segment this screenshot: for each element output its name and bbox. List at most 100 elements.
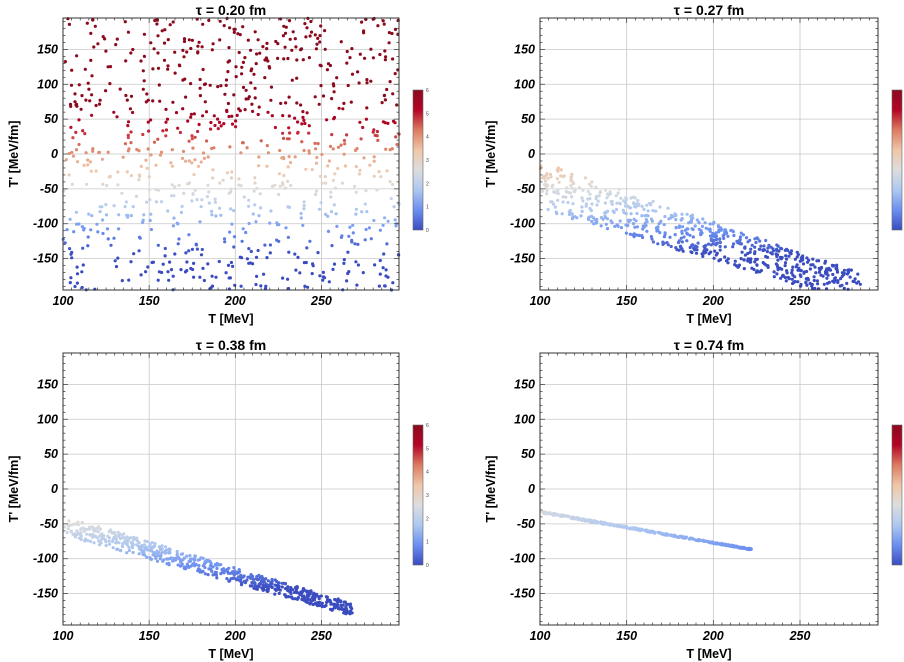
data-point — [701, 217, 705, 221]
data-point — [286, 235, 290, 239]
data-point — [232, 235, 237, 239]
data-point — [201, 114, 205, 118]
data-point — [247, 221, 251, 226]
data-point — [245, 146, 249, 150]
data-point — [284, 186, 288, 190]
data-point — [163, 550, 167, 554]
data-point — [148, 556, 152, 560]
data-point — [691, 227, 695, 232]
data-point — [372, 174, 376, 178]
data-point — [235, 113, 239, 117]
data-point — [357, 172, 361, 176]
data-point — [161, 129, 165, 133]
data-point — [108, 542, 112, 546]
data-point — [323, 175, 327, 179]
data-point — [248, 261, 253, 265]
x-tick-label: 100 — [53, 629, 74, 643]
data-point — [80, 270, 84, 274]
data-point — [226, 101, 230, 106]
data-point — [281, 131, 285, 135]
data-point — [73, 522, 77, 526]
data-point — [257, 164, 261, 168]
data-point — [151, 99, 155, 103]
y-tick-label: -150 — [510, 587, 535, 601]
data-point — [80, 285, 84, 290]
data-point — [144, 270, 148, 274]
data-point — [157, 188, 161, 192]
data-point — [798, 268, 802, 272]
data-point — [308, 598, 312, 602]
data-point — [723, 245, 727, 249]
data-point — [141, 220, 145, 224]
data-point — [307, 151, 311, 155]
y-tick-label: -150 — [33, 252, 58, 266]
data-point — [356, 242, 360, 246]
data-point — [658, 231, 662, 235]
data-point — [79, 531, 83, 535]
x-tick-label: 150 — [616, 629, 637, 643]
data-point — [253, 203, 257, 207]
data-point — [96, 530, 100, 534]
data-point — [104, 203, 108, 207]
data-point — [251, 212, 255, 216]
data-point — [145, 548, 149, 552]
data-point — [680, 212, 684, 216]
data-point — [384, 274, 388, 278]
data-point — [137, 149, 141, 153]
data-point — [265, 47, 269, 51]
data-point — [259, 206, 263, 210]
data-point — [253, 581, 257, 585]
data-point — [371, 56, 375, 60]
data-point — [738, 238, 742, 242]
data-point — [101, 231, 105, 236]
data-point — [576, 517, 580, 522]
data-point — [388, 80, 392, 84]
data-point — [171, 224, 175, 228]
data-point — [360, 210, 364, 214]
data-point — [761, 248, 765, 253]
data-point — [345, 49, 349, 54]
data-point — [381, 19, 385, 23]
data-point — [181, 78, 185, 82]
y-axis-label: T' [MeV/fm] — [484, 456, 498, 523]
data-point — [620, 525, 624, 529]
data-point — [595, 217, 599, 222]
data-point — [646, 530, 650, 534]
data-point — [345, 279, 349, 283]
data-point — [280, 585, 284, 589]
data-point — [318, 34, 322, 38]
data-point — [701, 254, 705, 258]
data-point — [798, 273, 802, 277]
data-point — [138, 236, 142, 240]
data-point — [107, 539, 111, 543]
data-point — [237, 568, 241, 572]
data-point — [149, 118, 153, 122]
colorbar-tick-label: 3 — [426, 158, 429, 164]
data-point — [184, 566, 188, 571]
data-point — [632, 217, 636, 221]
data-point — [223, 240, 227, 244]
data-point — [318, 274, 322, 278]
data-point — [835, 270, 840, 274]
data-point — [758, 239, 762, 243]
data-point — [822, 282, 826, 286]
data-point — [288, 37, 292, 41]
data-point — [387, 30, 391, 35]
data-point — [76, 520, 80, 524]
data-point — [298, 271, 302, 275]
x-tick-label: 200 — [702, 294, 724, 308]
data-point — [776, 244, 780, 248]
data-point — [697, 539, 701, 543]
data-point — [125, 543, 129, 547]
colorbar-tick-label: 2 — [426, 181, 429, 187]
data-point — [281, 276, 285, 280]
data-point — [636, 199, 640, 203]
data-point — [673, 534, 677, 538]
data-point — [305, 246, 309, 250]
data-point — [171, 274, 175, 278]
data-point — [707, 252, 711, 256]
data-point — [256, 112, 260, 117]
data-point — [276, 42, 280, 46]
data-point — [295, 101, 299, 105]
data-point — [192, 112, 196, 116]
